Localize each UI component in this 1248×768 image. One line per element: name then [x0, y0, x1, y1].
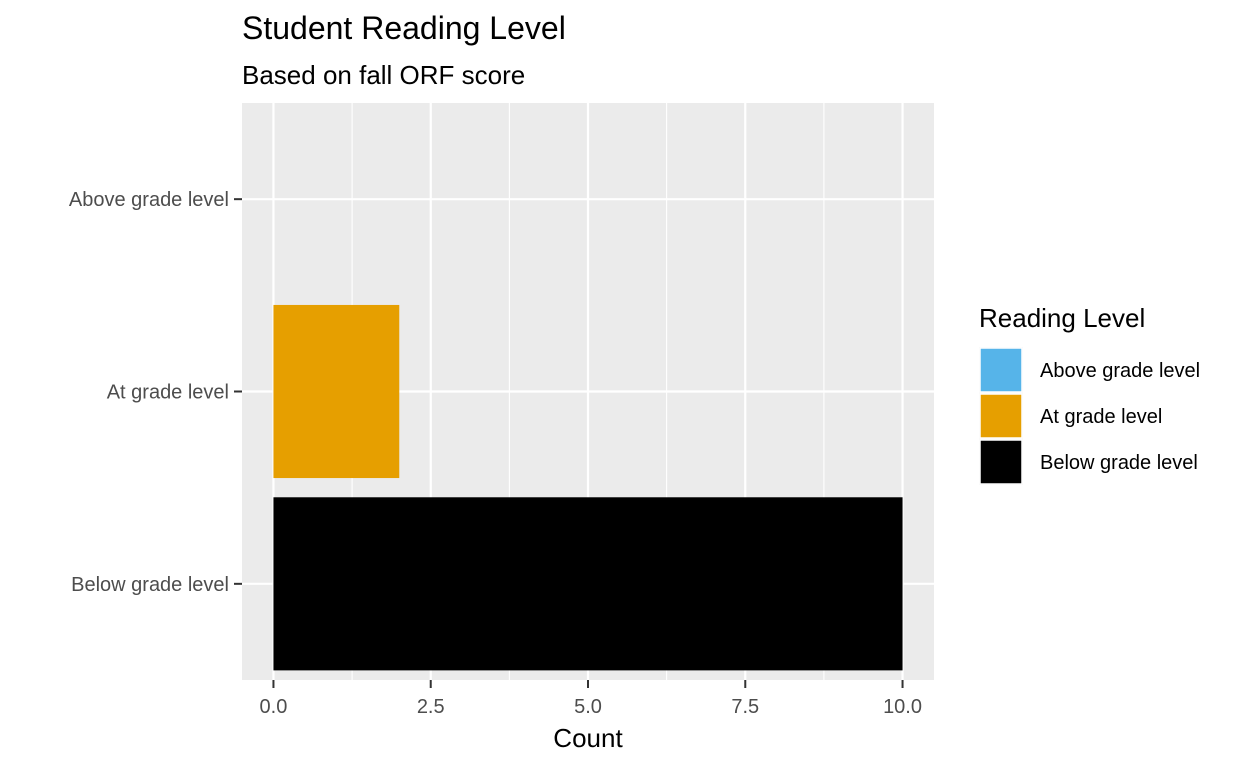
x-axis-title: Count	[553, 723, 623, 753]
x-tick-label: 0.0	[260, 696, 288, 718]
y-tick-label: Above grade level	[69, 189, 229, 211]
legend-swatch	[979, 347, 1023, 393]
legend-label: Below grade level	[1040, 452, 1198, 474]
chart-subtitle: Based on fall ORF score	[242, 60, 526, 90]
x-tick-label: 7.5	[731, 696, 759, 718]
legend-label: Above grade level	[1040, 360, 1200, 382]
bar	[273, 497, 903, 671]
x-tick-label: 2.5	[417, 696, 445, 718]
legend-label: At grade level	[1040, 406, 1162, 428]
legend-title: Reading Level	[979, 303, 1145, 333]
y-tick-label: Below grade level	[71, 574, 229, 596]
bar	[273, 304, 400, 479]
chart-title: Student Reading Level	[242, 10, 566, 46]
y-tick-label: At grade level	[107, 382, 229, 404]
legend-swatch	[979, 393, 1023, 439]
legend-swatch	[979, 439, 1023, 485]
x-tick-label: 5.0	[574, 696, 602, 718]
x-tick-label: 10.0	[883, 696, 922, 718]
